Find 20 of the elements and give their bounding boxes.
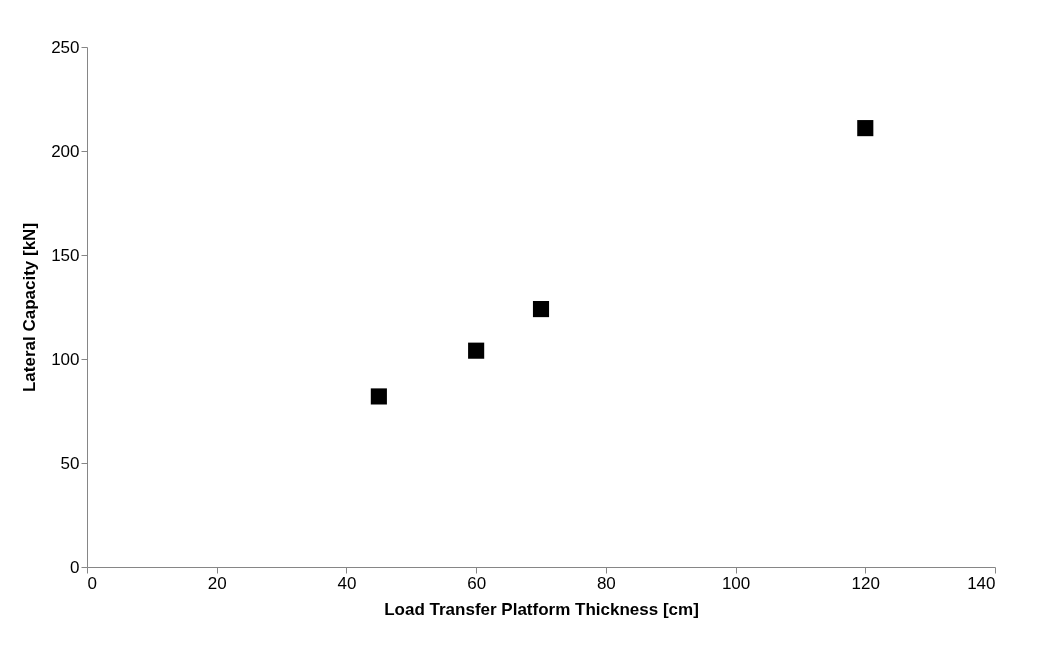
y-tick-label: 150 — [51, 245, 80, 265]
point — [468, 342, 485, 359]
y-tick-label: 50 — [60, 453, 80, 473]
x-tick-label: 40 — [337, 573, 357, 593]
y-tick-label: 200 — [51, 141, 80, 161]
y-tick-label: 100 — [51, 349, 80, 369]
x-tick-label: 140 — [967, 573, 996, 593]
y-tick-label: 0 — [70, 557, 80, 577]
x-tick-label: 100 — [721, 573, 751, 593]
y-tick-label: 250 — [51, 37, 80, 57]
x-tick-label: 20 — [207, 573, 227, 593]
y-axis-title: Lateral Capacity [kN] — [20, 222, 40, 393]
x-tick-label: 120 — [851, 573, 880, 593]
x-axis-title: Load Transfer Platform Thickness [cm] — [384, 599, 699, 619]
point — [532, 301, 550, 318]
point — [857, 120, 874, 137]
x-tick-label: 80 — [596, 573, 616, 593]
x-tick-label: 0 — [87, 573, 97, 593]
point — [370, 388, 387, 405]
x-tick-label: 60 — [467, 573, 487, 593]
